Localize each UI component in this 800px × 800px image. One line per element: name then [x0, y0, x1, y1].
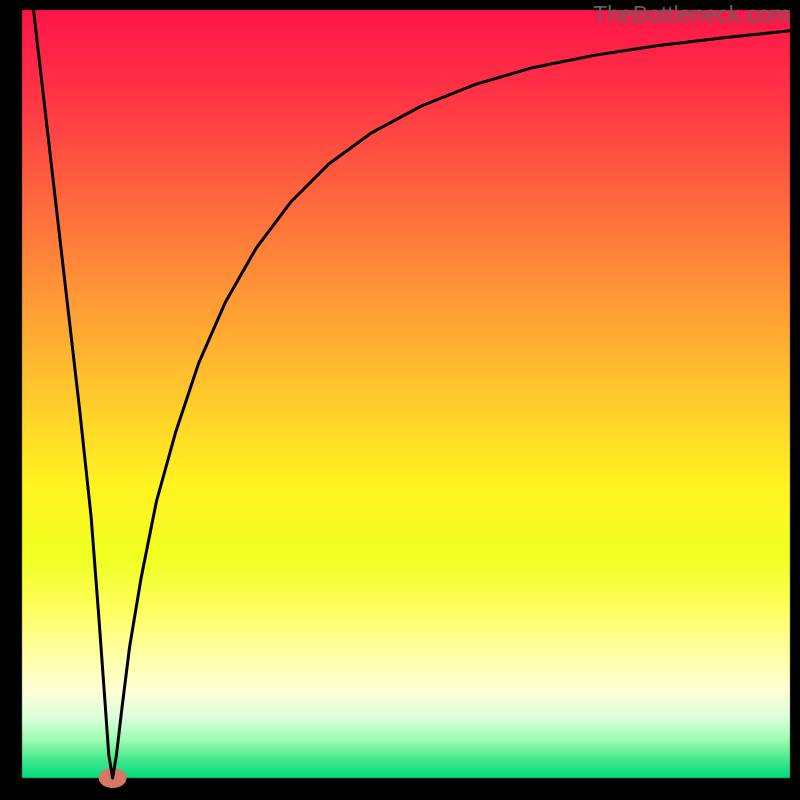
bottleneck-curve — [34, 10, 790, 778]
chart-overlay-svg — [0, 0, 800, 800]
bottleneck-chart: TheBottleneck.com — [0, 0, 800, 800]
watermark-label: TheBottleneck.com — [593, 1, 790, 28]
